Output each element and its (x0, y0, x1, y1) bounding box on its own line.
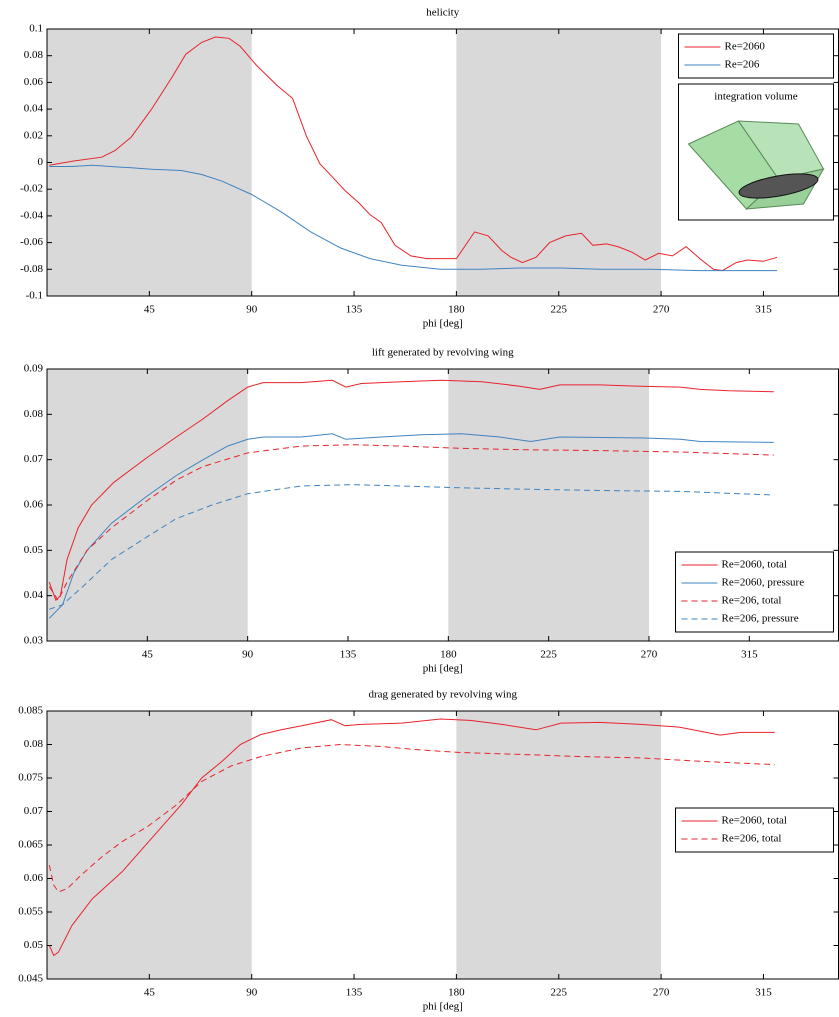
y-tick-label: 0.04 (24, 589, 44, 601)
page: {"chart_data": [ {"type": "line", "title… (0, 0, 839, 1017)
shaded-region (448, 369, 649, 641)
legend-label: Re=206, total (722, 833, 782, 845)
legend-label: Re=2060 (725, 41, 766, 53)
y-tick-label: 0.08 (24, 49, 44, 61)
x-tick-label: 180 (448, 987, 465, 999)
legend: Re=2060, total Re=2060, pressure Re=206, t… (676, 552, 834, 632)
y-tick-label: 0.08 (24, 738, 44, 750)
x-tick-label: 225 (540, 649, 557, 661)
y-tick-label: 0.06 (24, 872, 44, 884)
x-tick-label: 270 (653, 304, 670, 316)
y-tick-label: 0.06 (24, 499, 44, 511)
legend: Re=2060 Re=206 (679, 34, 834, 78)
y-tick-label: 0.02 (24, 129, 43, 141)
shaded-region (456, 711, 661, 979)
legend-label: Re=206, pressure (722, 613, 799, 625)
x-tick-label: 315 (755, 987, 772, 999)
y-tick-label: -0.06 (20, 236, 43, 248)
x-tick-label: 135 (340, 649, 357, 661)
y-tick-label: 0.05 (24, 544, 44, 556)
x-tick-label: 315 (755, 304, 772, 316)
chart-title: drag generated by revolving wing (369, 689, 518, 701)
legend-label: Re=206, total (722, 595, 782, 607)
y-tick-label: 0.055 (18, 906, 43, 918)
x-tick-label: 90 (246, 987, 258, 999)
y-tick-label: -0.04 (20, 209, 43, 221)
x-tick-label: 45 (144, 304, 156, 316)
y-tick-label: 0.06 (24, 76, 44, 88)
y-tick-label: 0.03 (24, 635, 44, 647)
inset: integration volume (679, 84, 834, 220)
y-tick-label: 0.09 (24, 363, 44, 375)
legend-label: Re=2060, total (722, 815, 787, 827)
x-tick-label: 90 (242, 649, 254, 661)
y-tick-label: -0.08 (20, 263, 43, 275)
shaded-region (47, 369, 248, 641)
legend-label: Re=206 (725, 59, 760, 71)
figure: helicity phi [deg] 45 90 135 180 225 270 315 -0.1… (0, 0, 839, 1017)
x-tick-label: 225 (550, 304, 567, 316)
x-tick-label: 45 (144, 987, 156, 999)
x-tick-label: 225 (550, 987, 567, 999)
y-tick-label: 0.045 (18, 973, 43, 985)
legend-label: Re=2060, pressure (722, 577, 805, 589)
x-tick-label: 270 (641, 649, 658, 661)
y-tick-label: 0.1 (29, 23, 43, 35)
y-tick-label: 0.04 (24, 103, 44, 115)
legend-label: Re=2060, total (722, 559, 787, 571)
y-tick-label: 0.065 (18, 839, 43, 851)
legend: Re=2060, total Re=206, total (676, 808, 834, 852)
shaded-region (47, 29, 252, 296)
x-axis-label: phi [deg] (423, 318, 463, 330)
y-tick-label: 0.08 (24, 408, 44, 420)
x-tick-label: 45 (142, 649, 154, 661)
y-tick-label: -0.02 (20, 183, 43, 195)
y-tick-label: 0.085 (18, 705, 43, 717)
x-axis-label: phi [deg] (423, 663, 463, 675)
inset-title: integration volume (714, 91, 798, 103)
y-tick-label: 0.07 (24, 805, 44, 817)
chart-title: lift generated by revolving wing (372, 347, 514, 359)
x-tick-label: 270 (653, 987, 670, 999)
x-axis-label: phi [deg] (423, 1001, 463, 1013)
y-tick-label: 0.05 (24, 939, 44, 951)
y-tick-label: -0.1 (26, 290, 43, 302)
x-tick-label: 180 (448, 304, 465, 316)
y-tick-label: 0.07 (24, 453, 44, 465)
x-tick-label: 135 (346, 987, 363, 999)
shaded-region (456, 29, 661, 296)
y-tick-label: 0 (38, 156, 44, 168)
x-tick-label: 90 (246, 304, 258, 316)
x-tick-label: 315 (741, 649, 758, 661)
y-tick-label: 0.075 (18, 772, 43, 784)
x-tick-label: 180 (440, 649, 457, 661)
x-tick-label: 135 (346, 304, 363, 316)
chart-title: helicity (426, 7, 459, 19)
shaded-region (47, 711, 252, 979)
